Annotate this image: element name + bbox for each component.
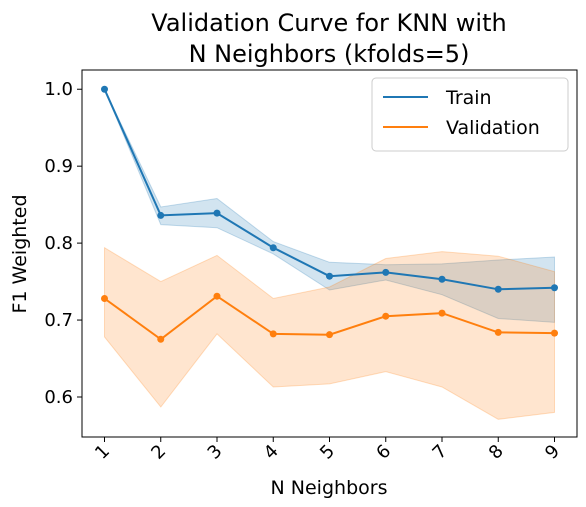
x-tick-label-1: 1 (91, 441, 114, 464)
point-validation-5 (326, 331, 333, 339)
point-validation-4 (269, 330, 277, 338)
point-validation-7 (438, 309, 446, 317)
x-tick-label-4: 4 (260, 441, 283, 464)
point-train-1 (101, 85, 108, 93)
chart-title-line-1: Validation Curve for KNN with (151, 9, 506, 37)
legend-label-train: Train (445, 87, 492, 109)
point-train-2 (157, 211, 165, 219)
x-axis-label: N Neighbors (271, 477, 388, 499)
x-tick-label-3: 3 (204, 441, 227, 464)
x-tick-label-2: 2 (147, 441, 170, 464)
chart-title-line-2: N Neighbors (kfolds=5) (189, 40, 470, 68)
y-axis-label: F1 Weighted (9, 194, 31, 313)
point-validation-3 (213, 292, 221, 300)
point-train-7 (438, 275, 446, 283)
y-tick-label-2: 0.8 (44, 233, 73, 254)
point-validation-6 (382, 312, 390, 320)
legend-label-validation: Validation (446, 117, 540, 139)
y-tick-label-1: 0.7 (44, 310, 73, 331)
point-train-8 (494, 285, 502, 293)
point-validation-9 (551, 329, 558, 337)
point-validation-2 (157, 335, 165, 343)
point-train-6 (382, 268, 390, 276)
x-tick-label-6: 6 (372, 441, 395, 464)
point-train-3 (213, 209, 221, 217)
x-axis-ticks: 1 2 3 4 5 6 7 8 9 (91, 437, 564, 464)
x-tick-label-9: 9 (541, 441, 564, 464)
x-tick-label-5: 5 (316, 441, 339, 464)
point-train-5 (326, 272, 333, 280)
legend: Train Validation (371, 77, 569, 152)
point-train-9 (551, 284, 558, 292)
y-tick-label-0: 0.6 (44, 387, 73, 408)
point-train-4 (269, 244, 277, 252)
y-tick-label-3: 0.9 (44, 156, 73, 177)
y-axis-ticks: 0.6 0.7 0.8 0.9 1.0 (44, 79, 82, 408)
point-validation-1 (101, 295, 108, 303)
point-validation-8 (494, 328, 502, 336)
series-points (101, 85, 558, 343)
x-tick-label-8: 8 (485, 441, 508, 464)
x-tick-label-7: 7 (429, 441, 452, 464)
y-tick-label-4: 1.0 (44, 79, 73, 100)
